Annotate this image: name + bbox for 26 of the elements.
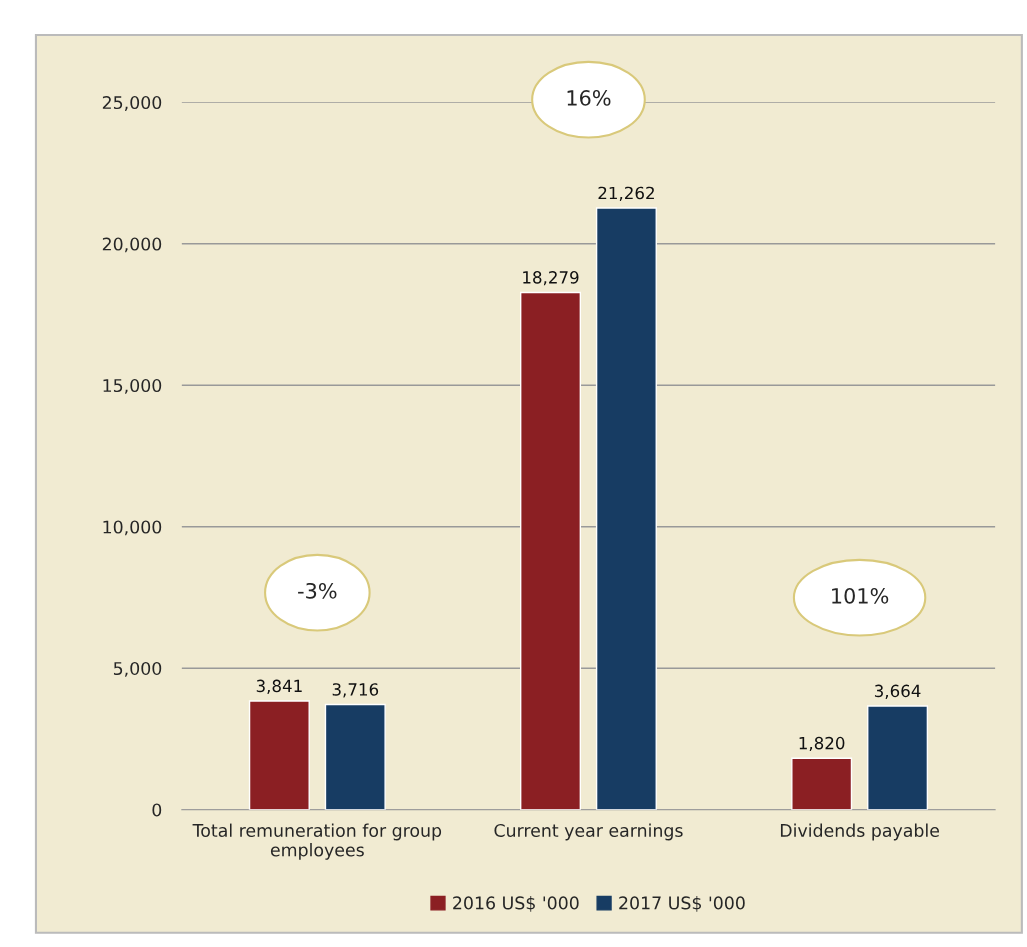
legend-label: 2017 US$ '000 xyxy=(619,896,745,912)
bar xyxy=(324,703,386,810)
text: 1,820 xyxy=(799,736,845,752)
y-tick-label: 20,000 xyxy=(102,237,162,253)
x-tick-label: Dividends payable xyxy=(780,823,940,841)
bar xyxy=(791,757,853,810)
annotation: 101% xyxy=(832,587,889,604)
x-tick-label: Current year earnings xyxy=(494,823,683,841)
text: 21,262 xyxy=(598,186,654,201)
text: 3,841 xyxy=(256,679,302,694)
annotation: -3% xyxy=(298,582,337,599)
bar xyxy=(595,207,657,810)
y-tick-label: 25,000 xyxy=(102,95,162,111)
y-tick-label: 5,000 xyxy=(113,661,162,677)
bar xyxy=(867,705,929,810)
annotation: 16% xyxy=(567,90,611,106)
y-tick-label: 0 xyxy=(152,803,162,817)
text: 18,279 xyxy=(523,271,579,286)
y-tick-label: 15,000 xyxy=(103,378,162,394)
bar xyxy=(519,291,582,810)
x-tick-label: Total remuneration for group employees xyxy=(192,823,442,860)
text: 3,716 xyxy=(332,683,379,698)
y-tick-label: 10,000 xyxy=(103,520,162,536)
bar xyxy=(248,700,310,810)
text: 3,664 xyxy=(874,684,921,699)
legend-label: 2016 US$ '000 xyxy=(453,896,579,912)
